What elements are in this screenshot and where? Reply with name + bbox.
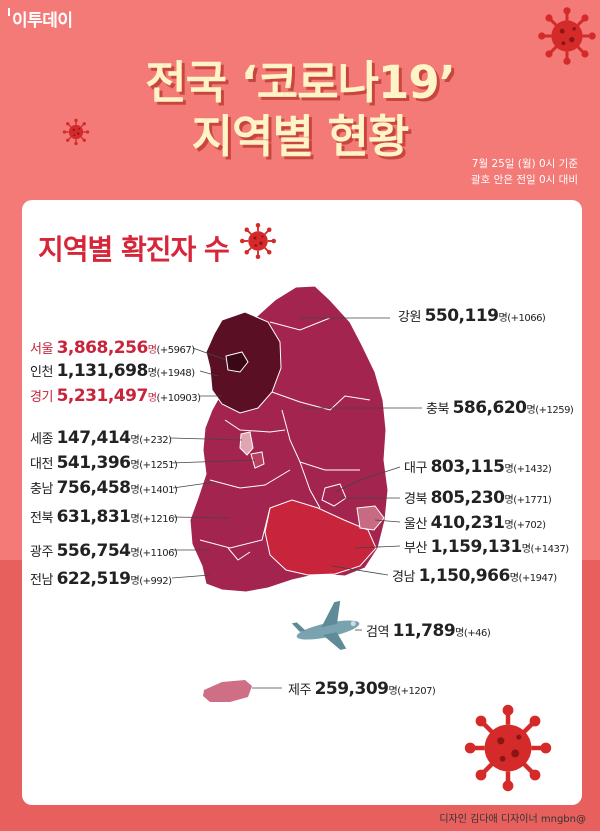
daejeon-region [250,451,265,469]
region-label-daejeon: 대전 541,396명(+1251) [30,453,178,473]
basis-date: 7월 25일 (월) 0시 기준 [471,158,578,170]
gyeongnam-region [264,499,377,576]
province-borders [199,317,371,561]
region-label-gyeongnam: 경남 1,150,966명(+1947) [392,566,557,586]
sejong-region [239,431,254,456]
virus-icon [239,222,277,260]
region-label-quarantine: 검역 11,789명(+46) [366,621,491,641]
region-label-jeonnam: 전남 622,519명(+992) [30,569,172,589]
brand-logo: 이투데이 [8,6,73,31]
virus-icon [536,5,598,67]
region-label-seoul: 서울 3,868,256명(+5967) [30,338,195,358]
region-label-gangwon: 강원 550,119명(+1066) [398,306,546,326]
title-line-2: 지역별 현황 [191,110,410,163]
virus-icon [62,118,90,146]
leader-lines [170,317,422,689]
design-credit: 디자인 김다애 디자이너 mngbn@ [439,814,586,825]
airplane-icon [291,600,360,650]
jeju-island [203,680,252,702]
ulsan-region [356,505,385,531]
region-label-jeju: 제주 259,309명(+1207) [288,679,436,699]
title-line-1: 전국 ‘코로나19’ [145,56,455,109]
region-label-sejong: 세종 147,414명(+232) [30,428,172,448]
region-label-gyeongbuk: 경북 805,230명(+1771) [404,488,552,508]
basis-comparison: 괄호 안은 전일 0시 대비 [471,174,578,186]
region-label-gyeonggi: 경기 5,231,497명(+10903) [30,386,201,406]
virus-icon [465,705,551,791]
region-label-jeonbuk: 전북 631,831명(+1216) [30,507,178,527]
region-label-incheon: 인천 1,131,698명(+1948) [30,361,195,381]
region-label-chungnam: 충남 756,458명(+1401) [30,478,178,498]
region-label-gwangju: 광주 556,754명(+1106) [30,541,178,561]
section-title: 지역별 확진자 수 [38,233,230,266]
region-label-chungbuk: 충북 586,620명(+1259) [426,398,574,418]
region-label-ulsan: 울산 410,231명(+702) [404,513,546,533]
region-label-busan: 부산 1,159,131명(+1437) [404,537,569,557]
region-label-daegu: 대구 803,115명(+1432) [404,457,552,477]
basis-note: 7월 25일 (월) 0시 기준 괄호 안은 전일 0시 대비 [471,156,578,188]
seoul-region [225,351,249,373]
